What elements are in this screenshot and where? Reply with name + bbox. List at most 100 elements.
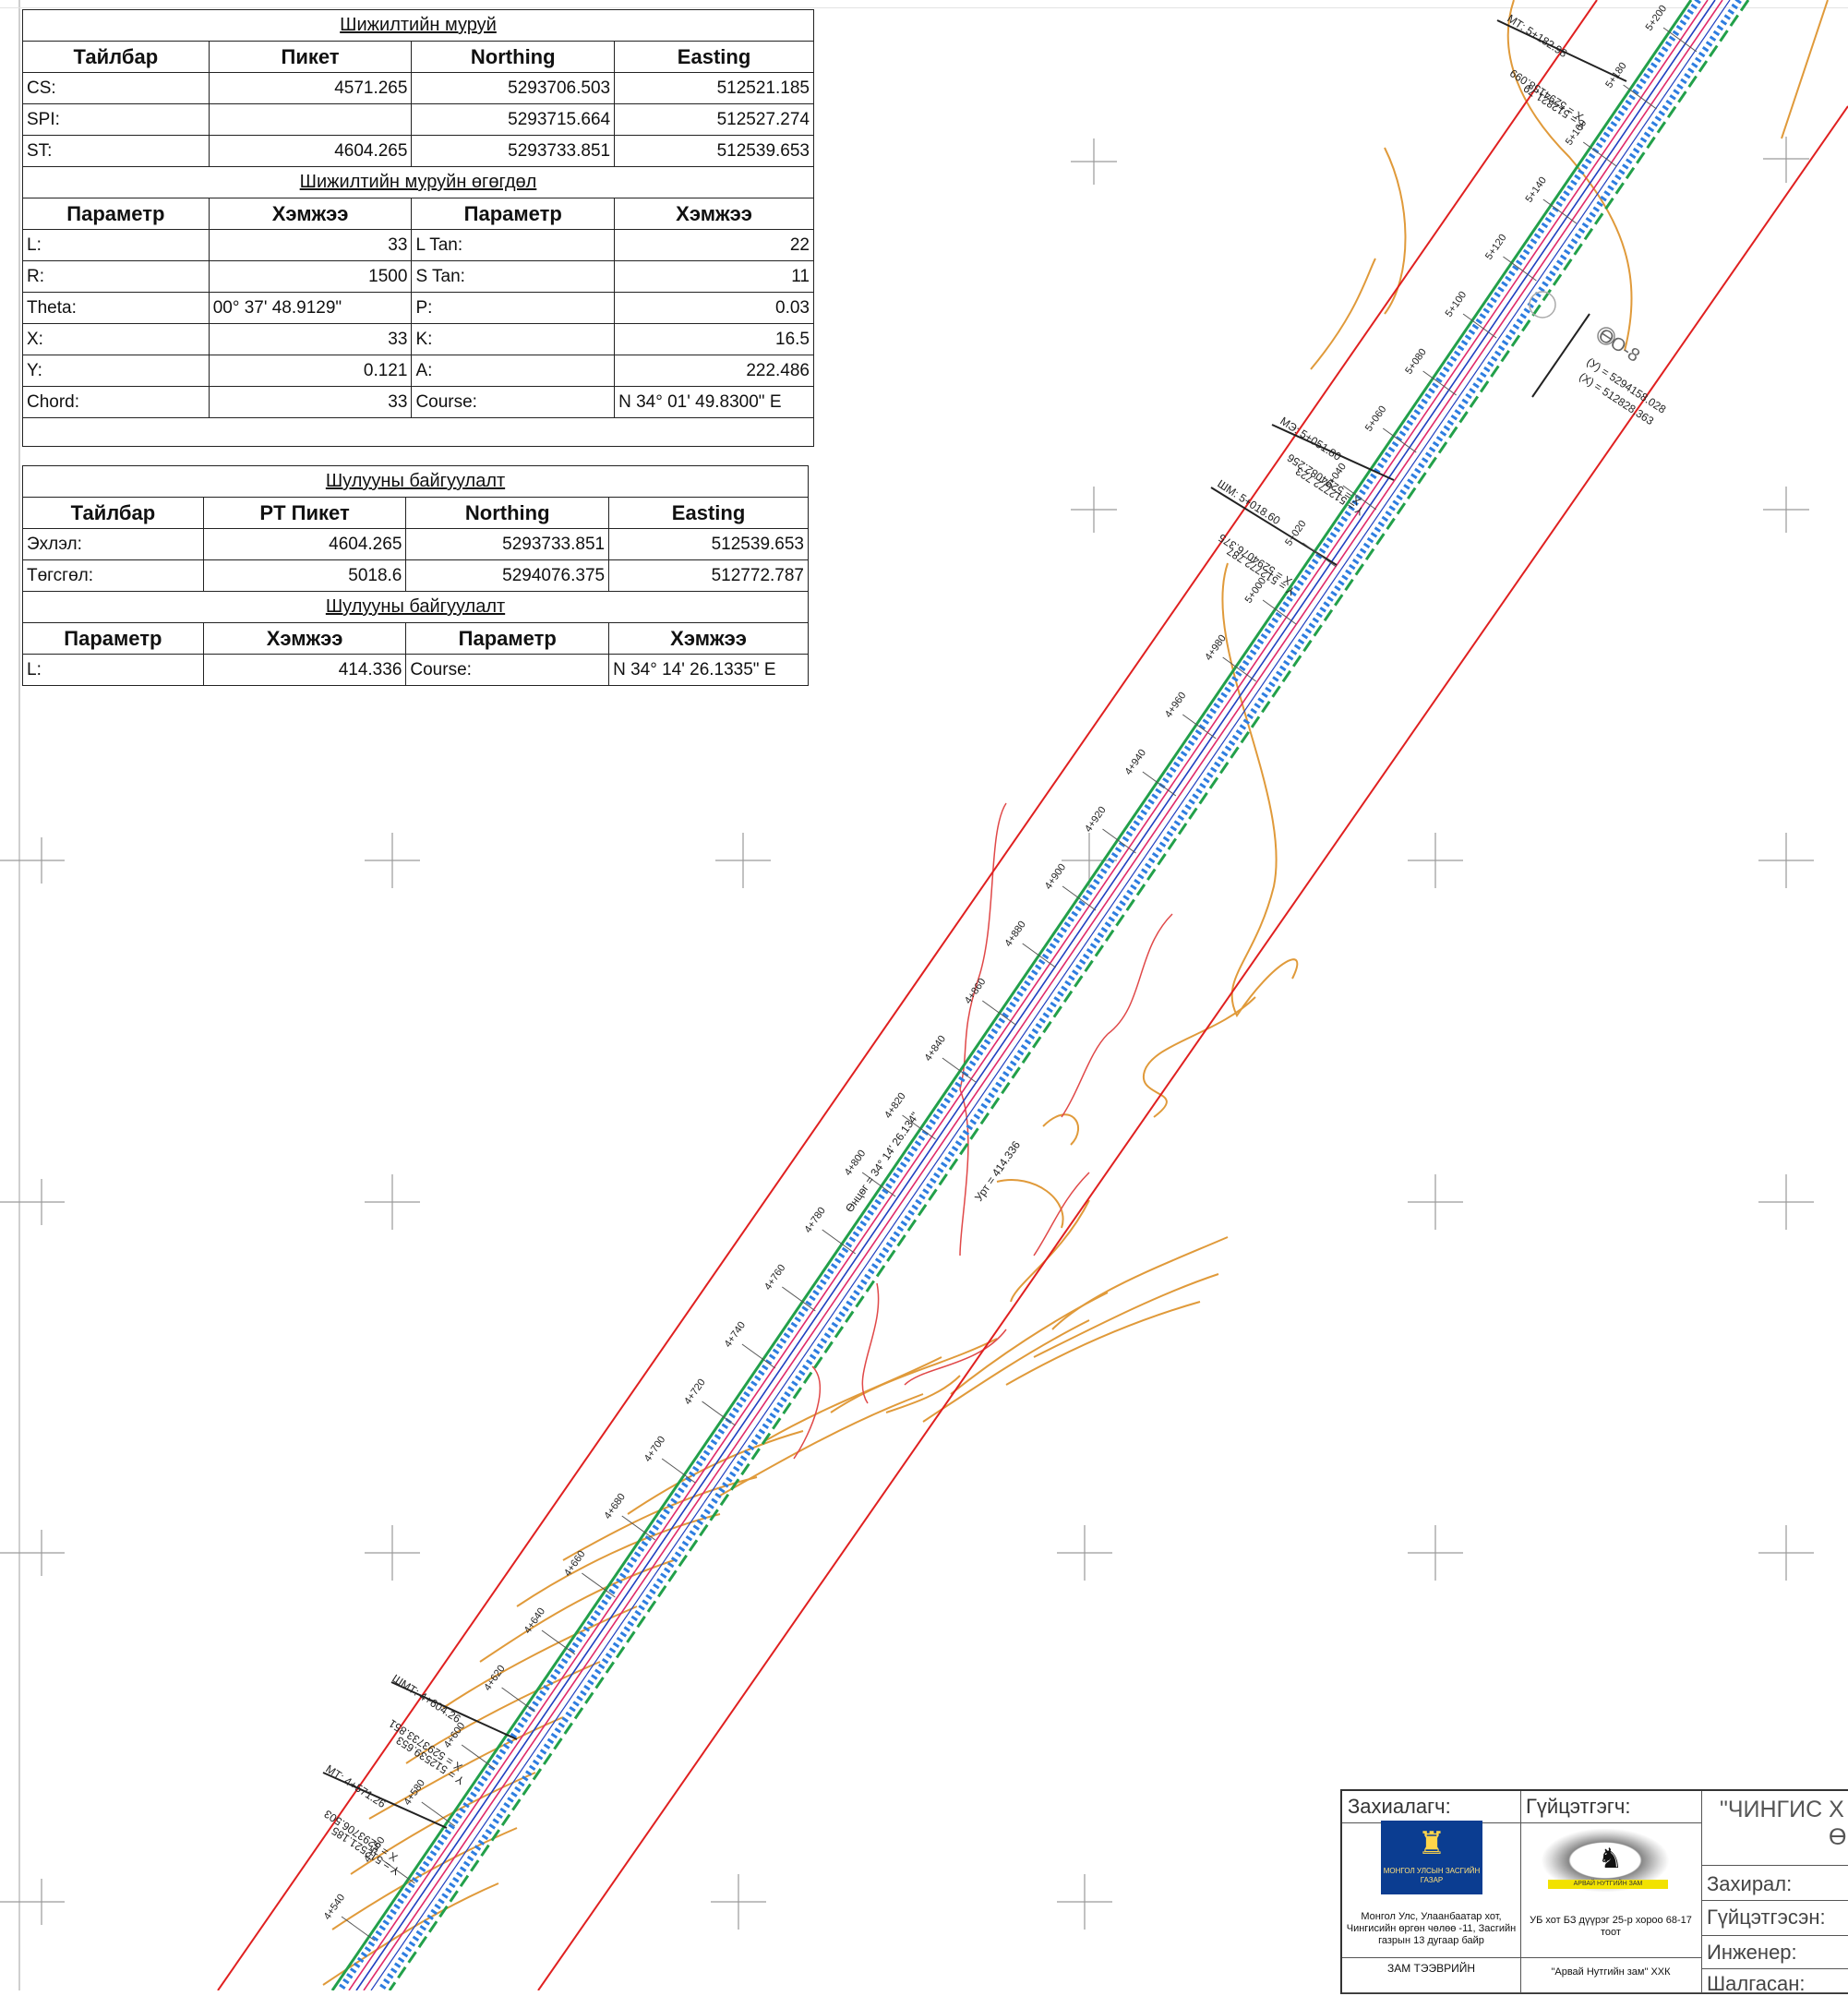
curve-table-title: Шижилтийн муруй (22, 9, 814, 42)
param-name: K: (411, 323, 616, 355)
station-tick (1542, 198, 1578, 224)
param-value: 00° 37' 48.9129" (208, 292, 413, 324)
table-row: Chord: 33 Course: N 34° 01' 49.8300" E (22, 386, 814, 418)
row-station: 5018.6 (202, 559, 407, 592)
header-northing: Northing (405, 497, 610, 529)
mt-top-label: МТ: 5+182.98 (1505, 12, 1569, 60)
performed-label: Гүйцэтгэсэн: (1707, 1906, 1826, 1929)
director-label: Захирал: (1707, 1872, 1793, 1895)
table-row: CS: 4571.265 5293706.503 512521.185 (22, 72, 814, 104)
param-name: P: (411, 292, 616, 324)
station-tick (541, 1629, 576, 1655)
param-value: 1500 (208, 260, 413, 293)
param-value: 222.486 (614, 355, 814, 387)
sheet-top-line (0, 7, 1848, 8)
row-station: 4604.265 (208, 135, 413, 167)
param-name: X: (22, 323, 210, 355)
contractor-logo-text: АРВАЙ НУТГИЙН ЗАМ (1548, 1880, 1668, 1889)
row-easting: 512527.274 (614, 103, 814, 136)
header-easting: Easting (608, 497, 809, 529)
station-tick (621, 1515, 656, 1541)
header-value: Хэмжээ (208, 198, 413, 230)
row-label: CS: (22, 72, 210, 104)
param-name: Theta: (22, 292, 210, 324)
param-value: 0.121 (208, 355, 413, 387)
boundary-features (793, 802, 1173, 1460)
station-tick (1422, 370, 1457, 396)
mongolia-emblem-icon: ♜ МОНГОЛ УЛСЫН ЗАСГИЙН ГАЗАР (1381, 1821, 1482, 1894)
header-param: Параметр (405, 622, 610, 655)
header-easting: Easting (614, 41, 814, 73)
station-tick (1182, 714, 1217, 739)
param-value: 0.03 (614, 292, 814, 324)
station-tick (1623, 84, 1657, 110)
station-tick (782, 1286, 816, 1312)
station-tick (861, 1172, 896, 1197)
header-station: Пикет (208, 41, 413, 73)
header-param: Параметр (22, 622, 204, 655)
project-cell: "ЧИНГИС Х Ө Захирал: Гүйцэтгэсэн: Инжене… (1701, 1791, 1848, 1995)
row-station (208, 103, 413, 136)
emblem-text: МОНГОЛ УЛСЫН ЗАСГИЙН ГАЗАР (1383, 1867, 1481, 1884)
station-tick (661, 1458, 696, 1484)
param-value: N 34° 01' 49.8300" E (614, 386, 814, 418)
param-value: 33 (208, 229, 413, 261)
row-northing: 5294076.375 (405, 559, 610, 592)
table-row: L: 414.336 Course: N 34° 14' 26.1335" E (22, 654, 809, 686)
mt-top-y: Y = 512821.79 (1521, 81, 1589, 132)
param-name: R: (22, 260, 210, 293)
station-tick (461, 1744, 496, 1770)
row-northing: 5293733.851 (405, 528, 610, 560)
row-northing: 5293715.664 (411, 103, 616, 136)
station-tick (582, 1572, 616, 1598)
row-label: Эхлэл: (22, 528, 204, 560)
line-table: Шулууны байгуулалт Тайлбар PT Пикет Nort… (22, 465, 809, 686)
row-station: 4604.265 (202, 528, 407, 560)
client-address: Монгол Улс, Улаанбаатар хот, Чингисийн ө… (1346, 1911, 1517, 1946)
station-tick (1462, 313, 1497, 339)
spacer-row (22, 417, 814, 447)
param-value: 16.5 (614, 323, 814, 355)
station-tick (1142, 771, 1177, 797)
station-tick (341, 1916, 376, 1942)
terrain-contours (322, 0, 1829, 1986)
param-value: 33 (208, 323, 413, 355)
project-title: "ЧИНГИС Х (1720, 1797, 1844, 1822)
line-table-title: Шулууны байгуулалт (22, 465, 809, 498)
station-tick (902, 1114, 936, 1140)
station-tick (1582, 141, 1617, 167)
curve-params-title: Шижилтийн муруйн өгөгдөл (22, 166, 814, 198)
table-row: X: 33 K: 16.5 (22, 323, 814, 355)
contractor-cell: Гүйцэтгэгч: ♞ АРВАЙ НУТГИЙН ЗАМ УБ хот Б… (1520, 1791, 1702, 1993)
station-tick (421, 1801, 456, 1827)
param-name: Course: (405, 654, 610, 686)
param-name: Course: (411, 386, 616, 418)
param-name: L Tan: (411, 229, 616, 261)
param-name: Chord: (22, 386, 210, 418)
me-label: МЭ: 5+051.80 (1278, 415, 1343, 463)
row-northing: 5293706.503 (411, 72, 616, 104)
row-easting: 512539.653 (614, 135, 814, 167)
table-row: ST: 4604.265 5293733.851 512539.653 (22, 135, 814, 167)
param-name: L: (22, 654, 204, 686)
client-label: Захиалагч: (1348, 1795, 1451, 1818)
row-label: SPI: (22, 103, 210, 136)
station-tick (381, 1858, 415, 1884)
row-easting: 512521.185 (614, 72, 814, 104)
shm-top-label: ШМ: 5+018.60 (1215, 477, 1282, 527)
param-name: S Tan: (411, 260, 616, 293)
table-row: R: 1500 S Tan: 11 (22, 260, 814, 293)
benchmark-marker (1529, 291, 1615, 345)
param-value: 414.336 (202, 654, 407, 686)
table-row: L: 33 L Tan: 22 (22, 229, 814, 261)
client-cell: Захиалагч: ♜ МОНГОЛ УЛСЫН ЗАСГИЙН ГАЗАР … (1342, 1791, 1521, 1993)
station-tick (1342, 485, 1377, 511)
station-tick (1302, 542, 1337, 568)
checked-label: Шалгасан: (1707, 1972, 1806, 1995)
road-corridor (330, 0, 1750, 1990)
station-tick (1102, 828, 1136, 854)
table-row: Theta: 00° 37' 48.9129" P: 0.03 (22, 292, 814, 324)
station-tick (1062, 885, 1097, 911)
